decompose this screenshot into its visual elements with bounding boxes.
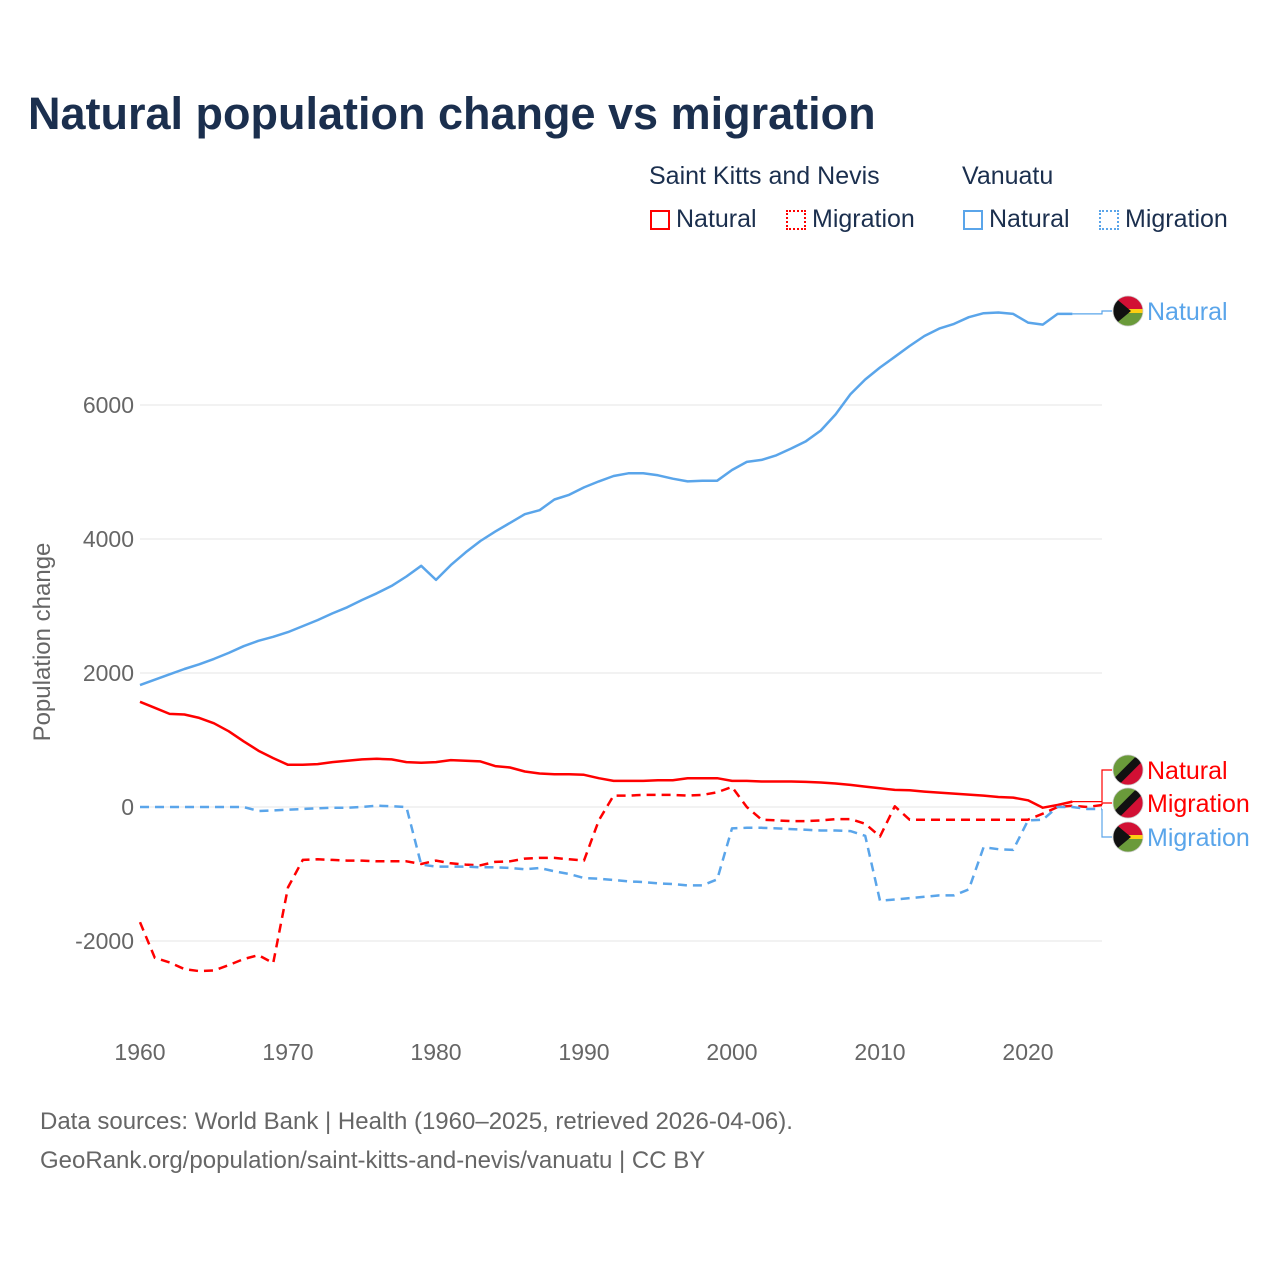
- y-tick-label: -2000: [75, 928, 134, 954]
- legend-item-vanuatu-migration[interactable]: Migration: [1099, 205, 1228, 234]
- saint-kitts-flag-icon: [1112, 787, 1144, 819]
- legend-label: Migration: [812, 205, 915, 233]
- legend-label: Migration: [1125, 205, 1228, 233]
- x-tick-label: 2020: [1002, 1039, 1053, 1065]
- flag-black: [1113, 822, 1131, 852]
- y-tick-label: 4000: [83, 526, 134, 552]
- flag-body: [1113, 755, 1143, 785]
- legend-swatch-solid: [650, 209, 670, 230]
- x-tick-label: 1970: [262, 1039, 313, 1065]
- flag-body: [1113, 822, 1143, 852]
- label-connector: [1072, 310, 1112, 315]
- label-connector: [1101, 809, 1112, 838]
- footer-link[interactable]: GeoRank.org/population/saint-kitts-and-n…: [40, 1147, 706, 1174]
- series-line: [139, 311, 1073, 687]
- x-tick-label: 2010: [854, 1039, 905, 1065]
- legend-swatch-solid: [963, 209, 983, 230]
- saint-kitts-flag-icon: [1112, 754, 1144, 786]
- label-connector: [1072, 769, 1112, 803]
- y-axis-label: Population change: [29, 543, 56, 742]
- flag-body: [1113, 296, 1143, 326]
- flag-black: [1113, 788, 1143, 818]
- label-connector: [1101, 802, 1112, 805]
- legend-label: Natural: [676, 205, 757, 233]
- legend-group-saint-kitts-and-nevis: Saint Kitts and Nevis: [649, 162, 880, 190]
- y-tick-label: 0: [121, 794, 134, 820]
- series-line: [140, 804, 1102, 903]
- flag-border: [1112, 295, 1144, 327]
- flag-border: [1112, 787, 1144, 819]
- x-tick-label: 1990: [558, 1039, 609, 1065]
- flag-black: [1113, 755, 1143, 785]
- flag-black: [1113, 296, 1131, 326]
- series-line: [139, 700, 1073, 809]
- series-end-label: Natural: [1147, 298, 1228, 326]
- legend-swatch-dotted: [1099, 209, 1119, 230]
- y-tick-label: 2000: [83, 660, 134, 686]
- chart-title: Natural population change vs migration: [28, 88, 876, 139]
- series-end-label: Natural: [1147, 757, 1228, 785]
- legend-item-skn-migration[interactable]: Migration: [786, 205, 915, 234]
- y-tick-label: 6000: [83, 392, 134, 418]
- vanuatu-flag-icon: [1112, 295, 1144, 327]
- flag-border: [1112, 754, 1144, 786]
- series-end-label: Migration: [1147, 790, 1250, 818]
- legend-item-vanuatu-natural[interactable]: Natural: [963, 205, 1070, 234]
- x-tick-label: 2000: [706, 1039, 757, 1065]
- legend-label: Natural: [989, 205, 1070, 233]
- x-tick-label: 1960: [114, 1039, 165, 1065]
- series-end-label: Migration: [1147, 824, 1250, 852]
- flag-border: [1112, 821, 1144, 853]
- flag-body: [1113, 788, 1143, 818]
- legend-group-vanuatu: Vanuatu: [962, 162, 1054, 190]
- legend-swatch-dotted: [786, 209, 806, 230]
- footer-sources: Data sources: World Bank | Health (1960–…: [40, 1108, 793, 1135]
- legend-item-skn-natural[interactable]: Natural: [650, 205, 757, 234]
- x-tick-label: 1980: [410, 1039, 461, 1065]
- series-line: [138, 785, 1103, 973]
- vanuatu-flag-icon: [1112, 821, 1144, 853]
